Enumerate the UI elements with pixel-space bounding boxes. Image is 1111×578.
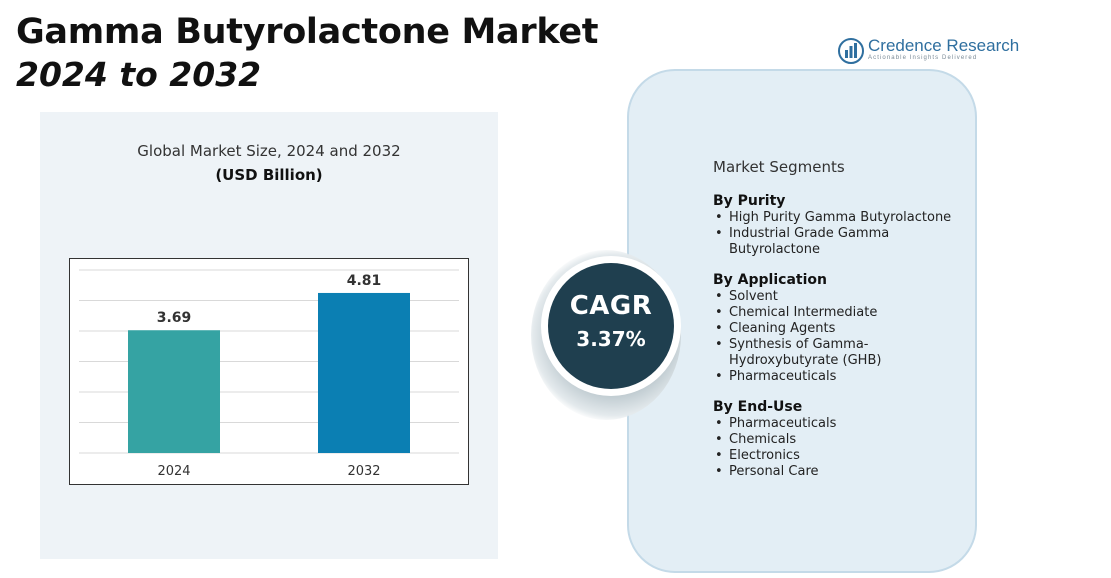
segment-group: By End-UsePharmaceuticalsChemicalsElectr… — [713, 398, 968, 480]
segment-item: Electronics — [713, 448, 968, 464]
cagr-value: 3.37% — [576, 327, 646, 351]
segment-item: Pharmaceuticals — [713, 416, 968, 432]
segment-item: High Purity Gamma Butyrolactone — [713, 210, 968, 226]
data-label: 3.69 — [157, 310, 192, 326]
segment-item: Solvent — [713, 289, 968, 305]
segment-item: Pharmaceuticals — [713, 369, 968, 385]
x-tick-label: 2032 — [347, 464, 380, 479]
segments-title: Market Segments — [713, 158, 845, 176]
segment-heading: By Application — [713, 272, 827, 288]
brand-name: Credence Research — [868, 36, 1020, 55]
segment-item: Synthesis of Gamma-Hydroxybutyrate (GHB) — [713, 337, 968, 369]
chart-title: Global Market Size, 2024 and 2032 — [137, 142, 401, 160]
segment-item: Industrial Grade Gamma Butyrolactone — [713, 226, 968, 258]
segment-item: Chemicals — [713, 432, 968, 448]
segment-groups: By PurityHigh Purity Gamma Butyrolactone… — [713, 192, 968, 480]
segment-items: SolventChemical IntermediateCleaning Age… — [713, 289, 968, 385]
segment-item: Chemical Intermediate — [713, 305, 968, 321]
segment-item: Personal Care — [713, 464, 968, 480]
bar-2024 — [128, 330, 220, 453]
bar-2032 — [318, 292, 410, 453]
page-subtitle: 2024 to 2032 — [16, 55, 262, 94]
segment-heading: By End-Use — [713, 399, 803, 415]
brand-tagline: Actionable Insights Delivered — [868, 55, 978, 61]
page-title: Gamma Butyrolactone Market — [16, 12, 599, 52]
segment-group: By PurityHigh Purity Gamma Butyrolactone… — [713, 192, 968, 258]
segments-list: Market Segments By PurityHigh Purity Gam… — [713, 158, 968, 493]
segment-heading: By Purity — [713, 193, 786, 209]
chart-unit: (USD Billion) — [215, 166, 323, 184]
segment-item: Cleaning Agents — [713, 321, 968, 337]
brand-logo[interactable]: Credence Research Actionable Insights De… — [838, 36, 1028, 66]
cagr-label: CAGR — [569, 291, 653, 321]
x-tick-label: 2024 — [157, 464, 190, 479]
cagr-badge: CAGR 3.37% — [531, 250, 681, 420]
segment-items: High Purity Gamma ButyrolactoneIndustria… — [713, 210, 968, 258]
bar-chart-logo-icon — [838, 38, 864, 64]
segment-items: PharmaceuticalsChemicalsElectronicsPerso… — [713, 416, 968, 480]
segment-group: By ApplicationSolventChemical Intermedia… — [713, 271, 968, 385]
cagr-circle: CAGR 3.37% — [548, 263, 674, 389]
data-label: 4.81 — [347, 273, 382, 289]
bar-chart: 3.69 2024 4.81 2032 — [79, 269, 459, 479]
